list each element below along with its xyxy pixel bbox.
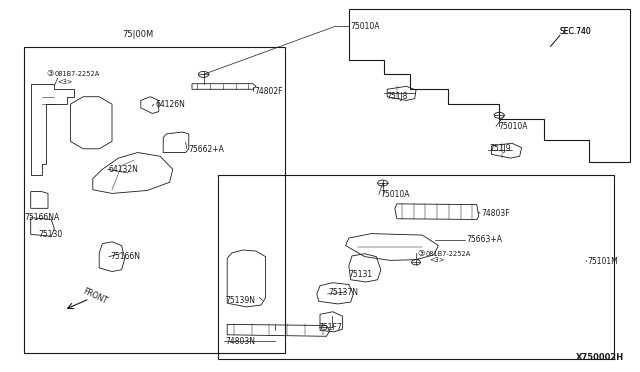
Text: 64132N: 64132N — [109, 165, 139, 174]
Text: SEC.740: SEC.740 — [560, 27, 592, 36]
Text: SEC.740: SEC.740 — [560, 27, 592, 36]
Text: 75662+A: 75662+A — [189, 145, 225, 154]
Text: 75101M: 75101M — [587, 257, 618, 266]
Text: 75010A: 75010A — [351, 22, 380, 31]
Text: 081B7-2252A: 081B7-2252A — [426, 251, 471, 257]
Text: 75137N: 75137N — [328, 288, 358, 296]
Text: 74803F: 74803F — [481, 209, 510, 218]
Text: 75130: 75130 — [38, 230, 63, 239]
Text: <3>: <3> — [58, 79, 73, 85]
Text: 74803N: 74803N — [225, 337, 255, 346]
Text: 75166NA: 75166NA — [24, 213, 60, 222]
Text: 75139N: 75139N — [225, 296, 255, 305]
Text: ③: ③ — [417, 248, 425, 257]
Text: 75166N: 75166N — [111, 252, 141, 261]
Text: <3>: <3> — [429, 257, 444, 263]
Text: 75|00M: 75|00M — [122, 30, 153, 39]
Text: 75010A: 75010A — [381, 190, 410, 199]
Text: X750002H: X750002H — [576, 353, 624, 362]
Text: ③: ③ — [46, 69, 54, 78]
Text: 75010A: 75010A — [498, 122, 527, 131]
Text: 081B7-2252A: 081B7-2252A — [54, 71, 100, 77]
Text: 751F7: 751F7 — [319, 323, 342, 332]
Text: 751J9: 751J9 — [490, 144, 511, 153]
Text: 75131: 75131 — [349, 270, 373, 279]
Bar — [24, 46, 285, 353]
Text: 64126N: 64126N — [156, 100, 186, 109]
Text: FRONT: FRONT — [81, 286, 108, 305]
Text: 751J8: 751J8 — [386, 92, 408, 101]
Text: 75663+A: 75663+A — [466, 235, 502, 244]
Bar — [218, 175, 614, 359]
Text: 74802F: 74802F — [255, 87, 284, 96]
